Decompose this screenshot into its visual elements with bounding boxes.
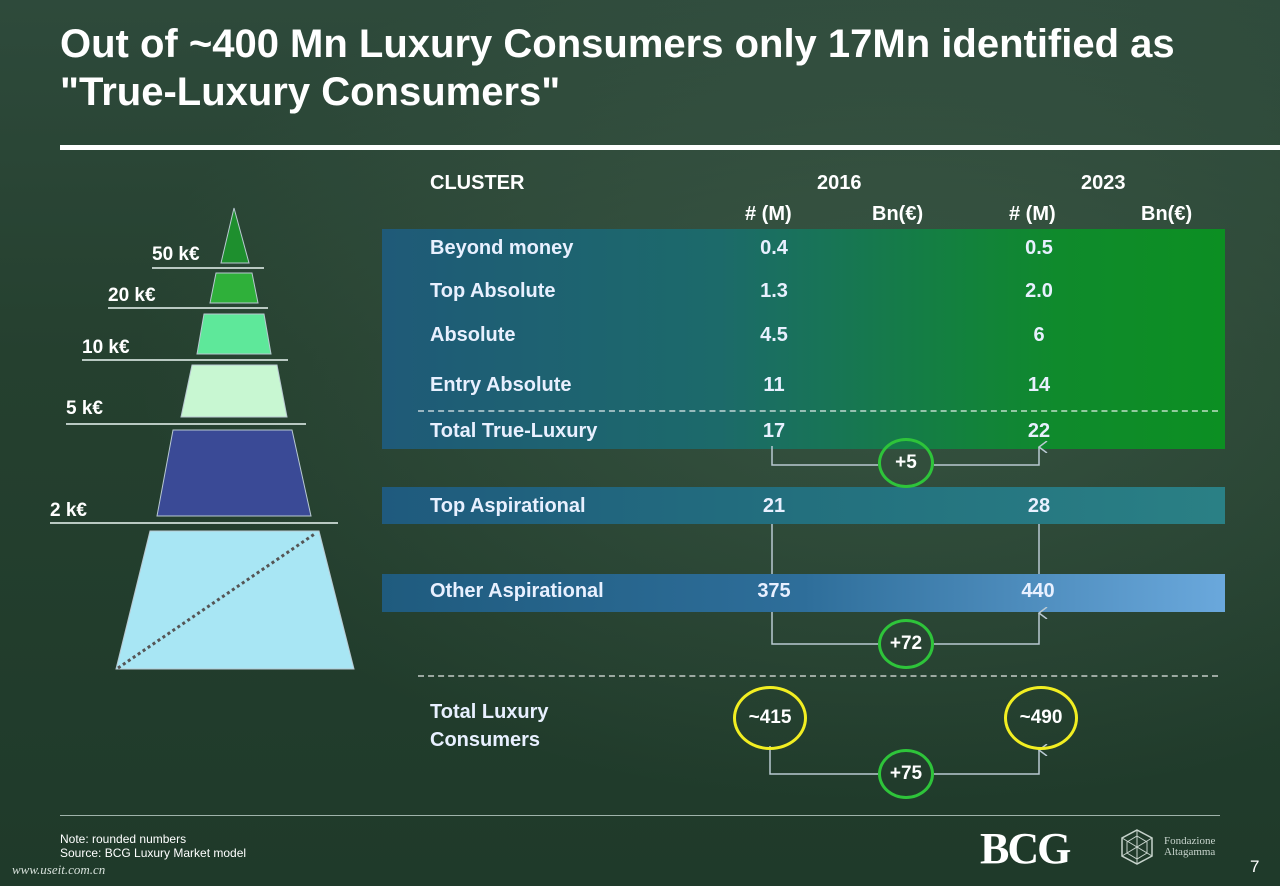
- footer-notes: Note: rounded numbers Source: BCG Luxury…: [60, 832, 246, 860]
- count-2023-header: # (M): [1009, 203, 1056, 225]
- delta-total-badge: +75: [878, 749, 934, 799]
- other-aspirational-band: [382, 574, 1225, 612]
- delta-line-true-left: [771, 446, 878, 466]
- row-value-2016: 1.3: [760, 280, 788, 302]
- pyramid-tier-10k: [196, 313, 272, 355]
- value-2016-header: Bn(€): [872, 203, 924, 225]
- wealth-pyramid: [115, 207, 355, 670]
- delta-line-total-left: [769, 746, 878, 775]
- row-label: Total True-Luxury: [430, 420, 598, 442]
- true-luxury-divider: [418, 410, 1218, 412]
- row-value-2023: 14: [1027, 374, 1051, 396]
- total-divider: [418, 675, 1218, 677]
- pyramid-line-5k: [66, 423, 306, 425]
- row-label: Beyond money: [430, 237, 574, 259]
- pyramid-label-50k: 50 k€: [152, 244, 200, 265]
- pyramid-label-20k: 20 k€: [108, 285, 156, 306]
- pyramid-line-10k: [82, 359, 288, 361]
- pyramid-tier-5k: [180, 364, 288, 418]
- page-title: Out of ~400 Mn Luxury Consumers only 17M…: [60, 22, 1175, 114]
- partner-line1: Fondazione: [1164, 835, 1216, 847]
- delta-line-asp-left: [771, 612, 878, 645]
- true-luxury-band: [382, 229, 1225, 449]
- total-label: Total Luxury Consumers: [430, 698, 549, 754]
- pyramid-label-5k: 5 k€: [66, 398, 103, 419]
- row-label: Top Absolute: [430, 280, 556, 302]
- title-divider: [60, 145, 1280, 150]
- pyramid-label-2k: 2 k€: [50, 500, 87, 521]
- pyramid-tier-50k: [220, 207, 250, 264]
- pyramid-tier-base: [115, 530, 355, 670]
- row-value-2023: 28: [1027, 495, 1051, 517]
- pyramid-line-2k: [50, 522, 338, 524]
- row-value-2023: 2.0: [1025, 280, 1053, 302]
- total-label-line1: Total Luxury: [430, 701, 549, 723]
- watermark: www.useit.com.cn: [12, 862, 106, 877]
- value-2023-header: Bn(€): [1141, 203, 1193, 225]
- footer-divider: [60, 815, 1220, 816]
- row-value-2016: 375: [757, 580, 791, 602]
- pyramid-tier-2k: [156, 429, 312, 517]
- partner-line2: Altagamma: [1164, 846, 1216, 858]
- pyramid-line-50k: [152, 267, 264, 269]
- cluster-header: CLUSTER: [430, 172, 525, 194]
- total-label-line2: Consumers: [430, 729, 541, 751]
- total-2016-badge: ~415: [733, 686, 807, 750]
- delta-true-luxury-badge: +5: [878, 438, 934, 488]
- bcg-logo: BCG: [980, 824, 1071, 873]
- row-label: Absolute: [430, 324, 516, 346]
- row-value-2016: 21: [762, 495, 786, 517]
- page-number: 7: [1250, 857, 1260, 876]
- pyramid-base-diagonal: [117, 531, 317, 670]
- altagamma-logo-icon: [1121, 829, 1153, 865]
- delta-line-true-right: [934, 447, 1039, 466]
- row-value-2016: 4.5: [760, 324, 788, 346]
- delta-aspirational-badge: +72: [878, 619, 934, 669]
- row-value-2016: 17: [762, 420, 786, 442]
- delta-line-asp-right: [934, 613, 1039, 645]
- year-2016-header: 2016: [817, 172, 862, 194]
- row-value-2016: 0.4: [760, 237, 788, 259]
- pyramid-tier-20k: [209, 272, 259, 304]
- year-2023-header: 2023: [1081, 172, 1126, 194]
- delta-line-total-right: [934, 750, 1039, 775]
- source-text: Source: BCG Luxury Market model: [60, 846, 247, 860]
- row-label: Top Aspirational: [430, 495, 586, 517]
- row-value-2023: 22: [1027, 420, 1051, 442]
- row-value-2023: 6: [1033, 324, 1045, 346]
- row-value-2023: 0.5: [1025, 237, 1053, 259]
- count-2016-header: # (M): [745, 203, 792, 225]
- top-aspirational-band: [382, 487, 1225, 524]
- row-label: Entry Absolute: [430, 374, 572, 396]
- altagamma-logo-text: Fondazione Altagamma: [1164, 836, 1215, 858]
- pyramid-line-20k: [108, 307, 268, 309]
- row-value-2023: 440: [1021, 580, 1055, 602]
- pyramid-label-10k: 10 k€: [82, 337, 130, 358]
- total-2023-badge: ~490: [1004, 686, 1078, 750]
- note-text: Note: rounded numbers: [60, 832, 187, 846]
- row-value-2016: 11: [763, 374, 785, 396]
- row-label: Other Aspirational: [430, 580, 604, 602]
